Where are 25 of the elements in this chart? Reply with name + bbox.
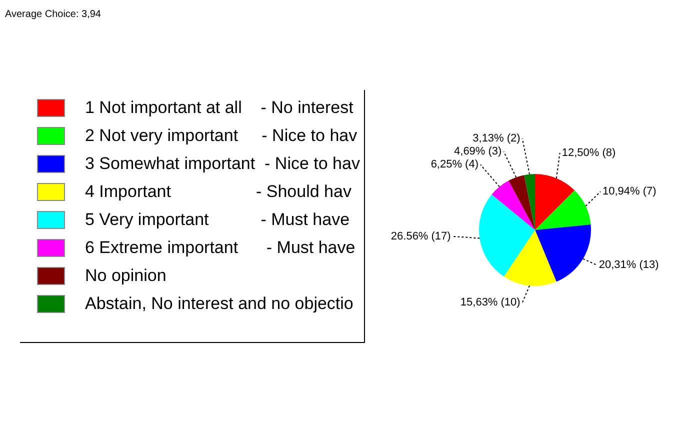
pie-slice (504, 230, 556, 286)
legend-label: 4 Important - Should hav (85, 182, 352, 202)
data-label: 10,94% (7) (602, 186, 656, 198)
legend-label: No opinion (85, 266, 166, 286)
pie-slice (492, 180, 535, 230)
data-label: 12,50% (8) (562, 146, 616, 159)
legend-label: 2 Not very important - Nice to hav (85, 126, 358, 146)
legend-label: 3 Somewhat important - Nice to hav (85, 154, 360, 174)
pie-slice (508, 175, 535, 230)
pie-slice (479, 194, 535, 277)
legend-label: 1 Not important at all - No interest (85, 98, 354, 118)
chart-title: Average Choice: 3,94 (5, 9, 101, 20)
legend-label: Abstain, No interest and no objectio (85, 294, 354, 314)
pie-slice (524, 174, 535, 230)
pie-slice (535, 224, 591, 282)
legend-label: 6 Extreme important - Must have (85, 238, 356, 258)
data-label: 6,25% (4) (430, 158, 479, 171)
data-label: 20,31% (13) (598, 259, 659, 272)
pie-slice (535, 190, 591, 230)
data-label: 4,69% (3) (454, 146, 502, 158)
data-label: 26.56% (17) (390, 230, 451, 242)
data-label: 3,13% (2) (472, 132, 520, 145)
data-label: 15,63% (10) (460, 296, 520, 309)
legend-label: 5 Very important - Must have (85, 210, 350, 230)
pie-slice (535, 174, 575, 230)
